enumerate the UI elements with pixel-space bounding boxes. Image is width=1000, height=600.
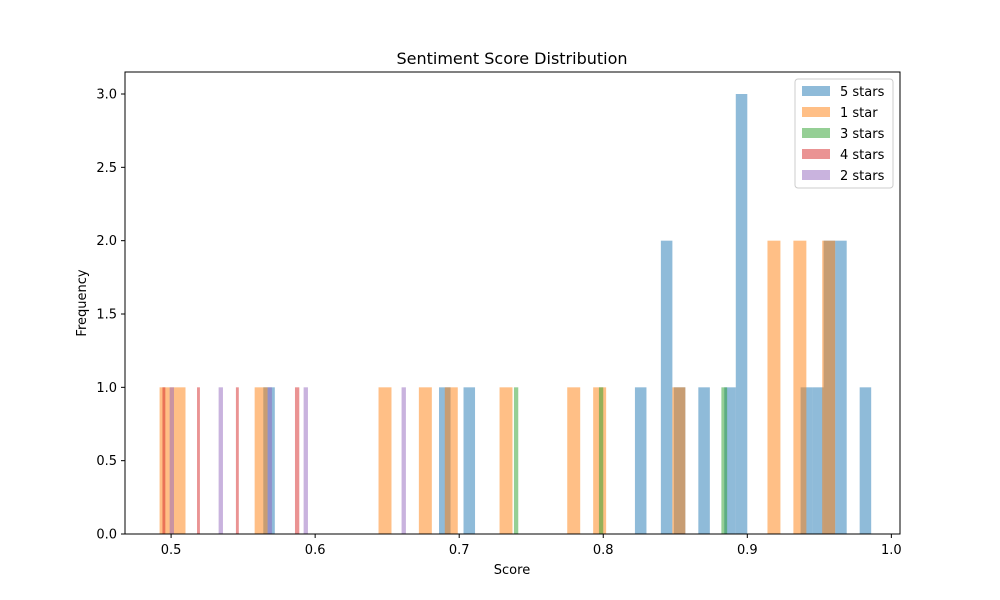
bar-series-0-bin-4 bbox=[660, 240, 673, 535]
bar-series-1-bin-11 bbox=[793, 240, 807, 535]
x-tick-label: 0.5 bbox=[161, 543, 182, 558]
legend-label: 5 stars bbox=[840, 85, 885, 100]
bar-series-0-bin-2 bbox=[463, 387, 476, 534]
bar-series-1-bin-3 bbox=[378, 387, 392, 534]
bar-series-2-bin-0 bbox=[513, 387, 519, 534]
bar-series-0-bin-3 bbox=[634, 387, 647, 534]
x-tick-label: 0.7 bbox=[449, 543, 470, 558]
bar-series-0-bin-12 bbox=[835, 240, 847, 535]
bar-series-3-bin-1 bbox=[197, 387, 200, 534]
bar-series-1-bin-6 bbox=[499, 387, 513, 534]
y-axis: 0.0 0.5 1.0 1.5 2.0 2.5 3.0 bbox=[96, 88, 125, 543]
bar-series-0-bin-1 bbox=[439, 387, 451, 534]
bar-series-4-bin-4 bbox=[401, 387, 406, 534]
bar-series-4-bin-3 bbox=[303, 387, 308, 534]
plot-area bbox=[124, 71, 901, 535]
y-tick-label: 2.5 bbox=[96, 161, 117, 176]
bars-layer bbox=[159, 94, 872, 535]
legend-swatch bbox=[802, 86, 830, 96]
bar-series-0-bin-6 bbox=[698, 387, 710, 534]
legend-label: 4 stars bbox=[840, 148, 885, 163]
bar-series-1-bin-9 bbox=[672, 387, 686, 534]
bar-series-3-bin-2 bbox=[235, 387, 239, 534]
bar-series-0-bin-10 bbox=[812, 387, 824, 534]
chart-title: Sentiment Score Distribution bbox=[396, 49, 627, 68]
y-tick-label: 1.0 bbox=[96, 381, 117, 396]
legend: 5 stars 1 star 3 stars 4 stars 2 stars bbox=[794, 78, 894, 189]
y-tick-label: 0.0 bbox=[96, 528, 117, 543]
legend-swatch bbox=[802, 128, 830, 138]
x-tick-label: 0.8 bbox=[593, 543, 614, 558]
bar-series-3-bin-0 bbox=[162, 387, 166, 534]
bar-series-1-bin-5 bbox=[444, 387, 458, 534]
legend-label: 1 star bbox=[840, 106, 878, 121]
bar-series-1-bin-10 bbox=[767, 240, 781, 535]
legend-label: 3 stars bbox=[840, 127, 885, 142]
bar-series-1-bin-4 bbox=[418, 387, 432, 534]
bar-series-0-bin-7 bbox=[724, 387, 736, 534]
x-axis-label: Score bbox=[494, 563, 530, 578]
bar-series-4-bin-1 bbox=[218, 387, 223, 534]
legend-swatch bbox=[802, 149, 830, 159]
y-axis-label: Frequency bbox=[75, 269, 90, 336]
bar-series-4-bin-2 bbox=[267, 387, 272, 534]
bar-series-2-bin-2 bbox=[721, 387, 728, 534]
x-axis: 0.5 0.6 0.7 0.8 0.9 1.0 bbox=[161, 534, 902, 558]
axes-frame bbox=[124, 71, 901, 535]
bar-series-1-bin-2 bbox=[254, 387, 268, 534]
y-tick-label: 1.5 bbox=[96, 308, 117, 323]
bar-series-3-bin-3 bbox=[294, 387, 300, 534]
legend-swatch bbox=[802, 170, 830, 180]
legend-label: 2 stars bbox=[840, 169, 885, 184]
y-tick-label: 0.5 bbox=[96, 454, 117, 469]
bar-series-1-bin-7 bbox=[567, 387, 581, 534]
y-tick-label: 3.0 bbox=[96, 88, 117, 103]
legend-frame bbox=[794, 78, 894, 189]
x-tick-label: 0.9 bbox=[737, 543, 758, 558]
legend-swatch bbox=[802, 107, 830, 117]
bar-series-2-bin-1 bbox=[598, 387, 604, 534]
x-tick-label: 1.0 bbox=[881, 543, 902, 558]
bar-series-1-bin-1 bbox=[172, 387, 186, 534]
bar-series-1-bin-12 bbox=[822, 240, 836, 535]
y-tick-label: 2.0 bbox=[96, 234, 117, 249]
bar-series-0-bin-13 bbox=[859, 387, 872, 534]
bar-series-0-bin-8 bbox=[735, 94, 748, 534]
x-tick-label: 0.6 bbox=[305, 543, 326, 558]
bar-series-4-bin-0 bbox=[169, 387, 174, 534]
